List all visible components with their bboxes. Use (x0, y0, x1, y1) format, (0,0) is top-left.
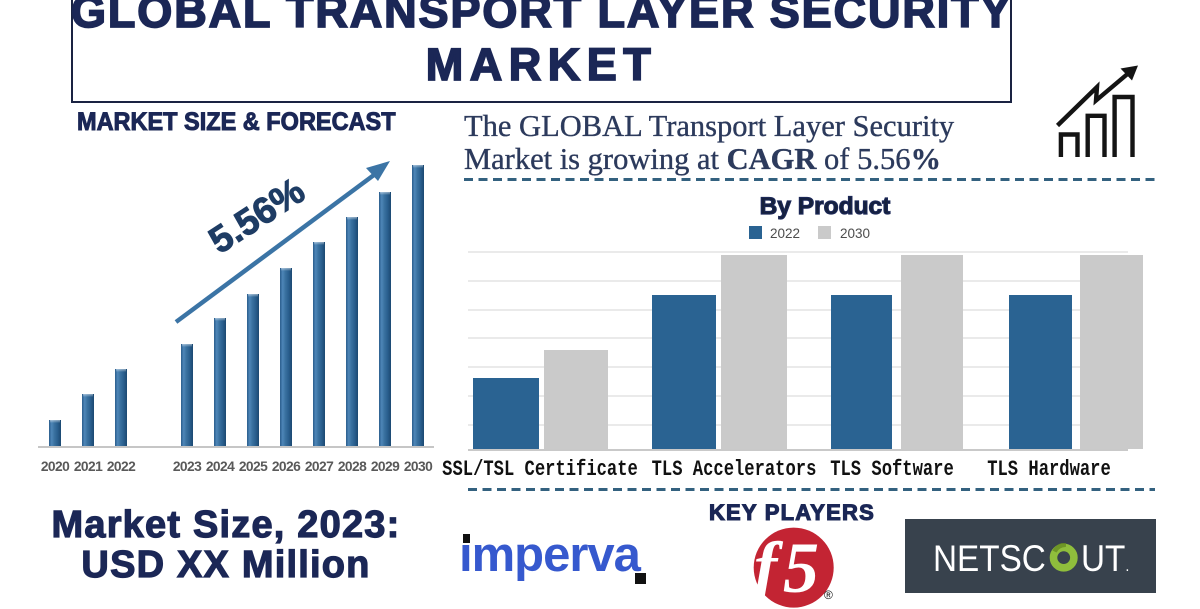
svg-text:®: ® (824, 588, 833, 602)
svg-text:5: 5 (783, 528, 819, 608)
